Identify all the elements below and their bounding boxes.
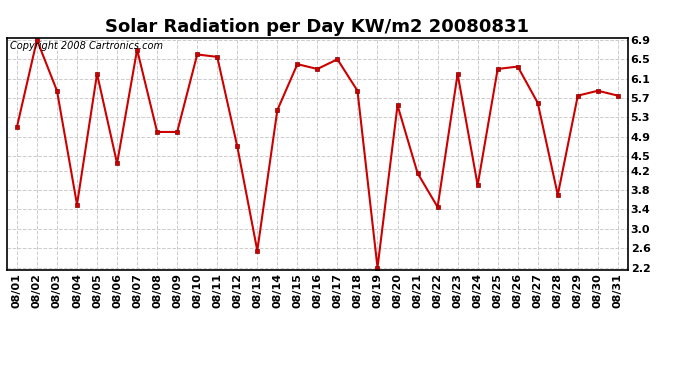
Title: Solar Radiation per Day KW/m2 20080831: Solar Radiation per Day KW/m2 20080831 [106, 18, 529, 36]
Text: Copyright 2008 Cartronics.com: Copyright 2008 Cartronics.com [10, 41, 163, 51]
